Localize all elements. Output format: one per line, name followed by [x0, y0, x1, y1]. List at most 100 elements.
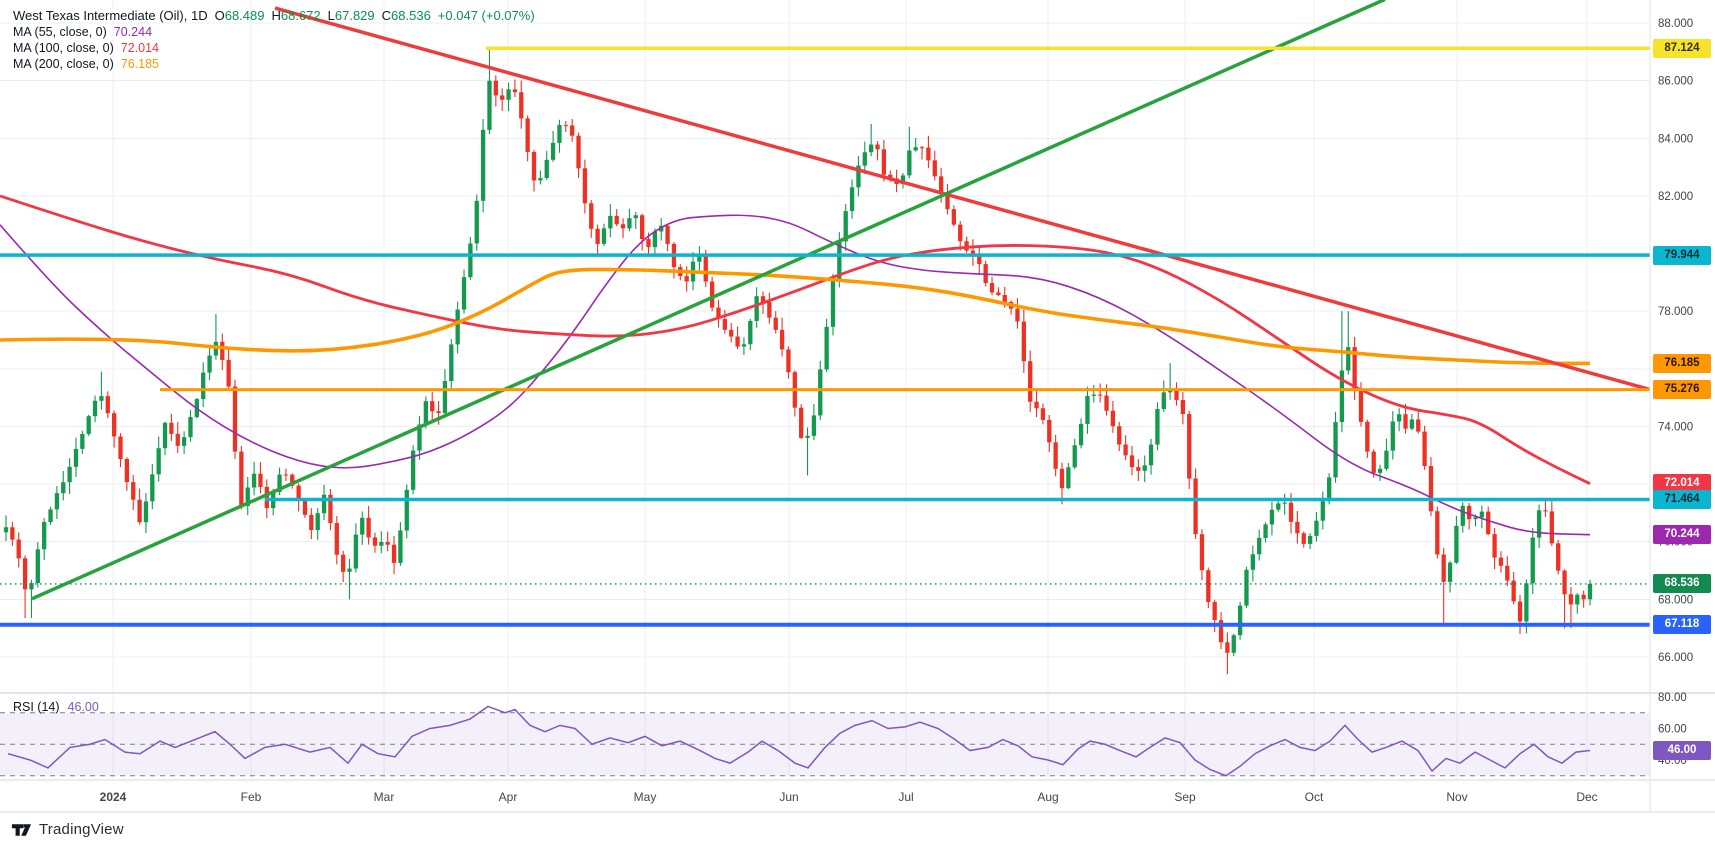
candle [220, 333, 225, 370]
candle [512, 79, 518, 98]
candle [856, 156, 861, 197]
candle [1314, 512, 1319, 542]
candle [1575, 593, 1580, 614]
price-badge: 71.464 [1653, 490, 1711, 510]
candlestick-series [3, 48, 1593, 675]
svg-text:68.000: 68.000 [1658, 594, 1693, 606]
candle [1333, 411, 1338, 483]
candle [1397, 408, 1402, 432]
ma-legend-row[interactable]: MA (100, close, 0) 72.014 [13, 40, 535, 56]
svg-text:88.000: 88.000 [1658, 18, 1693, 30]
svg-text:74.000: 74.000 [1658, 421, 1693, 433]
gridlines [0, 0, 1650, 780]
candle [1206, 567, 1211, 609]
candle [232, 379, 238, 459]
candle [54, 486, 60, 519]
candle [1460, 502, 1465, 533]
ma55-line[interactable] [0, 214, 1591, 536]
candle [506, 82, 511, 112]
candle [652, 228, 658, 254]
candle [754, 287, 759, 328]
candle [1028, 350, 1033, 412]
svg-text:Aug: Aug [1037, 790, 1058, 804]
candle [1409, 413, 1415, 431]
candle [601, 223, 607, 247]
candle [964, 236, 969, 253]
svg-text:84.000: 84.000 [1658, 133, 1693, 145]
candle [1517, 594, 1523, 634]
time-axis[interactable]: 2024 Feb Mar Apr May Jun Jul Aug Sep Oct Nov Dec [100, 790, 1598, 804]
candle [996, 287, 1001, 297]
ma-value: 72.014 [120, 41, 159, 55]
candle [989, 276, 995, 296]
tradingview-logo-icon[interactable] [11, 823, 32, 837]
candle [22, 555, 28, 619]
candle [570, 119, 575, 142]
candle [608, 203, 613, 238]
candle [461, 269, 467, 314]
candle [1498, 551, 1504, 573]
candle [1053, 434, 1058, 477]
ma100-line[interactable] [0, 194, 1591, 485]
candle [875, 141, 880, 161]
candle [493, 75, 498, 107]
symbol-legend-row[interactable]: West Texas Intermediate (Oil), 1D O68.48… [13, 7, 535, 24]
candle [633, 211, 638, 229]
trendline-red[interactable] [274, 6, 1650, 392]
candle [118, 433, 123, 468]
candle [417, 415, 422, 460]
candle [1263, 522, 1268, 543]
ma-legend-row[interactable]: MA (55, close, 0) 70.244 [13, 24, 535, 40]
candle [1066, 462, 1071, 490]
ma200-line[interactable] [0, 267, 1591, 366]
candle [538, 170, 543, 185]
candle [10, 521, 15, 546]
candle [169, 413, 174, 442]
trendline-green[interactable] [31, 0, 1386, 601]
candle [1479, 505, 1485, 529]
candle [767, 292, 772, 324]
candle [1187, 410, 1192, 490]
candle [550, 131, 556, 162]
candle [430, 392, 435, 423]
candle [614, 209, 619, 227]
candle [385, 531, 390, 552]
ma-legend-row[interactable]: MA (200, close, 0) 76.185 [13, 56, 535, 72]
candle [251, 461, 257, 496]
candle [1117, 422, 1122, 452]
svg-text:Mar: Mar [374, 790, 395, 804]
candle [474, 194, 479, 251]
rsi-legend[interactable]: RSI (14) 46.00 [13, 699, 99, 714]
candle [207, 347, 212, 381]
candle [1320, 491, 1325, 530]
candle [907, 126, 912, 179]
svg-text:Dec: Dec [1576, 790, 1597, 804]
candle [849, 179, 855, 219]
candle [1428, 457, 1434, 517]
candle [302, 498, 308, 518]
candle [735, 326, 740, 350]
svg-text:Jul: Jul [898, 790, 913, 804]
candle [1562, 569, 1567, 629]
candle [1021, 309, 1026, 373]
candle [1377, 464, 1383, 481]
tradingview-brand[interactable]: TradingView [39, 821, 124, 838]
candle [398, 522, 403, 566]
candle [1123, 435, 1128, 461]
candle [1212, 599, 1217, 632]
candle [576, 132, 581, 178]
candle [919, 146, 925, 160]
candle [334, 516, 339, 565]
candle [1174, 382, 1179, 406]
candle [1237, 601, 1243, 640]
candle [410, 445, 416, 495]
candle [1015, 298, 1020, 329]
candle [582, 159, 588, 214]
candle [748, 318, 753, 351]
candle [1218, 612, 1224, 650]
candle [442, 369, 448, 418]
candle [1129, 445, 1135, 476]
candle [245, 476, 250, 516]
candle [811, 403, 817, 441]
